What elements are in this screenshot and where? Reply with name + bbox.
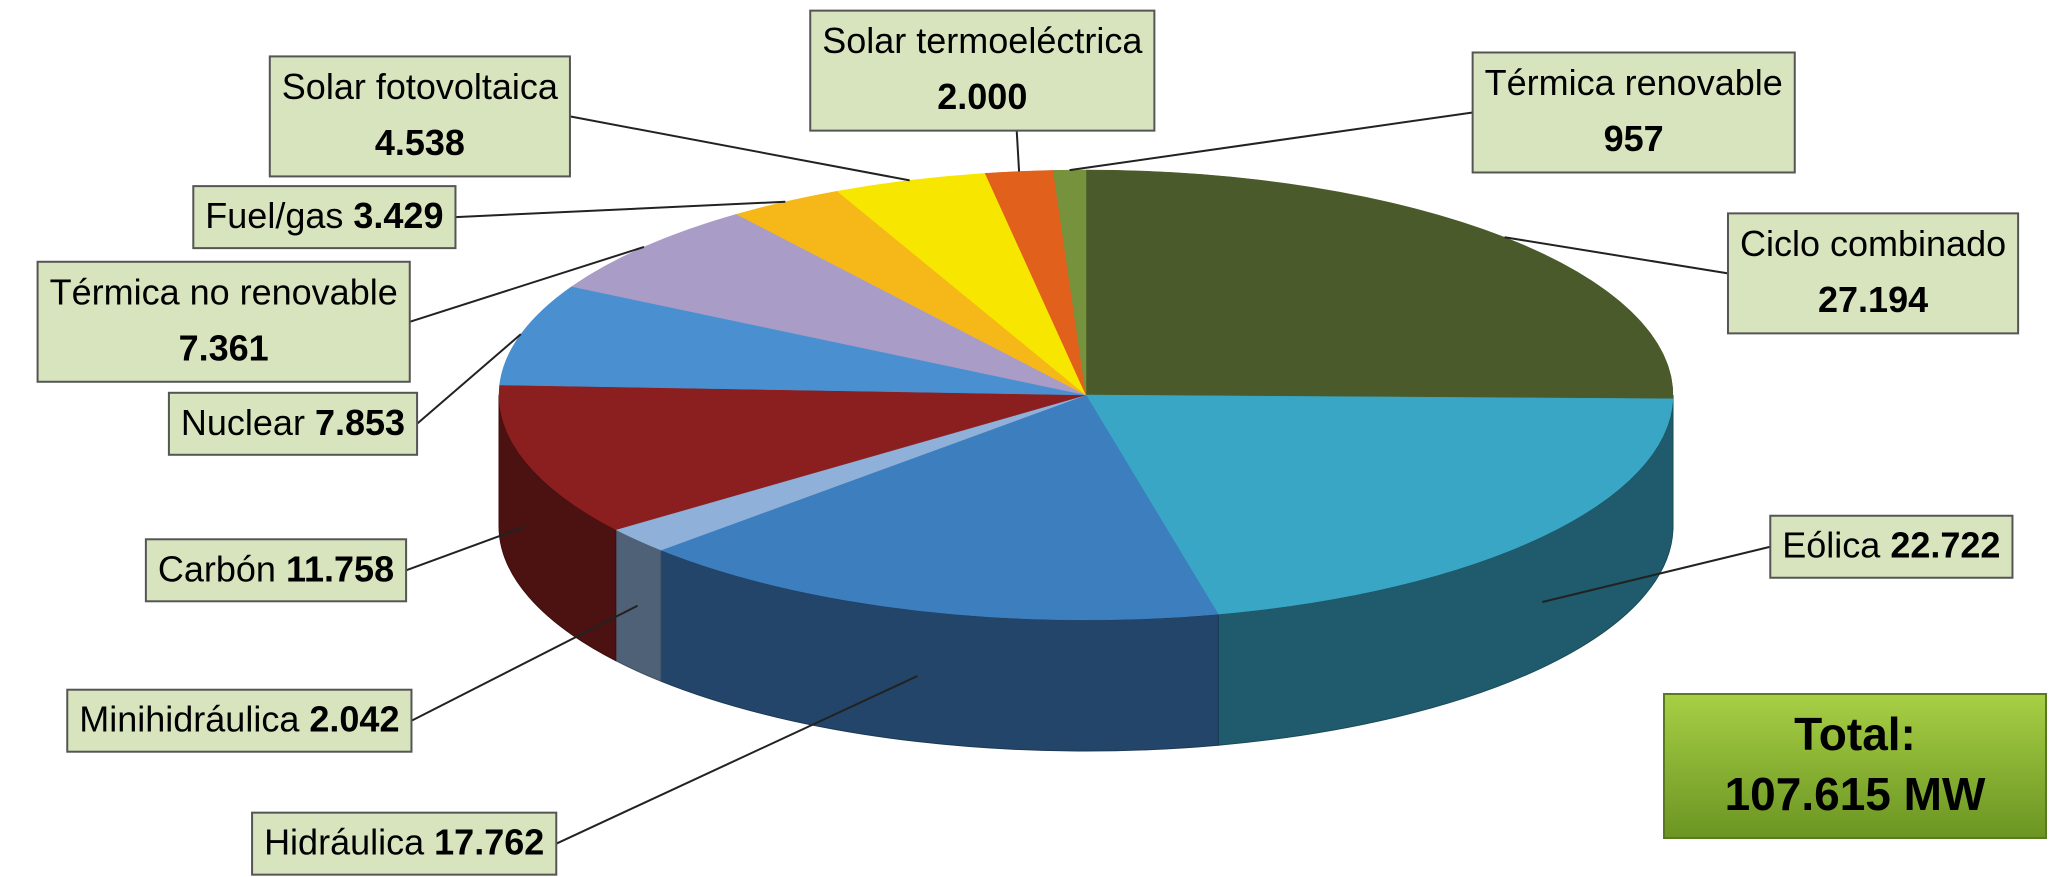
leader-line [1069, 111, 1473, 172]
label-value: 27.194 [1818, 279, 1928, 320]
label-name: Nuclear [181, 401, 305, 442]
data-label: Carbón 11.758 [144, 538, 408, 603]
label-name: Térmica no renovable [50, 271, 398, 312]
label-text: Fuel/gas 3.429 [205, 195, 443, 236]
label-box [192, 185, 457, 250]
label-value: 17.762 [434, 821, 544, 862]
label-value: 11.758 [286, 548, 394, 589]
data-label: Hidráulica 17.762 [251, 811, 558, 876]
leader-line [1504, 236, 1729, 275]
data-label: Ciclo combinado 27.194 [1726, 212, 2020, 335]
label-name: Eólica [1782, 524, 1881, 565]
label-text: Nuclear 7.853 [181, 401, 405, 442]
slice [660, 394, 1219, 621]
data-label: Solar fotovoltaica 4.538 [268, 55, 571, 178]
label-value: 7.361 [179, 327, 269, 368]
data-label: Minihidráulica 2.042 [66, 688, 413, 753]
pie-sides [498, 394, 1674, 752]
label-text: Eólica 22.722 [1782, 524, 2000, 565]
slice [571, 213, 1087, 396]
total-label: Total: [1794, 708, 1916, 760]
leader-line [409, 246, 645, 323]
label-name: Hidráulica [264, 821, 425, 862]
label-box [1726, 212, 2020, 335]
label-name: Minihidráulica [79, 698, 300, 739]
label-box [144, 538, 408, 603]
label-value: 2.042 [309, 698, 399, 739]
label-value: 4.538 [375, 122, 465, 163]
label-text: Carbón 11.758 [158, 548, 394, 589]
data-label: Térmica no renovable 7.361 [36, 260, 411, 383]
label-box [268, 55, 571, 178]
label-text: Hidráulica 17.762 [264, 821, 544, 862]
label-box [66, 688, 413, 753]
label-box [809, 9, 1156, 132]
slice [1085, 394, 1674, 615]
label-name: Fuel/gas [205, 195, 343, 236]
leader-line [411, 604, 639, 722]
label-box [1471, 51, 1796, 174]
label-name: Solar termoeléctrica [822, 20, 1143, 61]
leader-line [455, 200, 786, 219]
slice [498, 384, 1087, 530]
label-name: Térmica renovable [1485, 62, 1783, 103]
slice-side [615, 528, 662, 682]
label-value: 3.429 [353, 195, 443, 236]
leader-line [416, 333, 522, 425]
label-value: 7.853 [315, 401, 405, 442]
label-name: Carbón [158, 548, 276, 589]
slice [1085, 169, 1674, 400]
leader-line [1015, 130, 1021, 172]
data-label: Fuel/gas 3.429 [192, 185, 457, 250]
labels: Ciclo combinado 27.194 Eólica 22.722 Hidráu… [36, 9, 2020, 876]
data-label: Solar termoeléctrica 2.000 [809, 9, 1156, 132]
label-text: Minihidráulica 2.042 [79, 698, 399, 739]
total-box: Total: 107.615 MW [1663, 693, 2047, 839]
label-box [251, 811, 558, 876]
total-value: 107.615 MW [1725, 768, 1986, 820]
data-label: Eólica 22.722 [1769, 514, 2014, 579]
label-box [167, 391, 419, 456]
leader-line [569, 115, 910, 182]
label-value: 2.000 [937, 76, 1027, 117]
data-label: Nuclear 7.853 [167, 391, 419, 456]
pie-tops [498, 169, 1674, 621]
label-box [1769, 514, 2014, 579]
label-name: Solar fotovoltaica [282, 66, 559, 107]
leader-line [405, 525, 526, 572]
label-value: 22.722 [1890, 524, 2000, 565]
leader-line [1542, 545, 1771, 603]
label-name: Ciclo combinado [1740, 223, 2006, 264]
label-value: 957 [1604, 118, 1664, 159]
leader-line [555, 675, 918, 845]
label-box [36, 260, 411, 383]
total-background [1663, 693, 2047, 839]
data-label: Térmica renovable 957 [1471, 51, 1796, 174]
